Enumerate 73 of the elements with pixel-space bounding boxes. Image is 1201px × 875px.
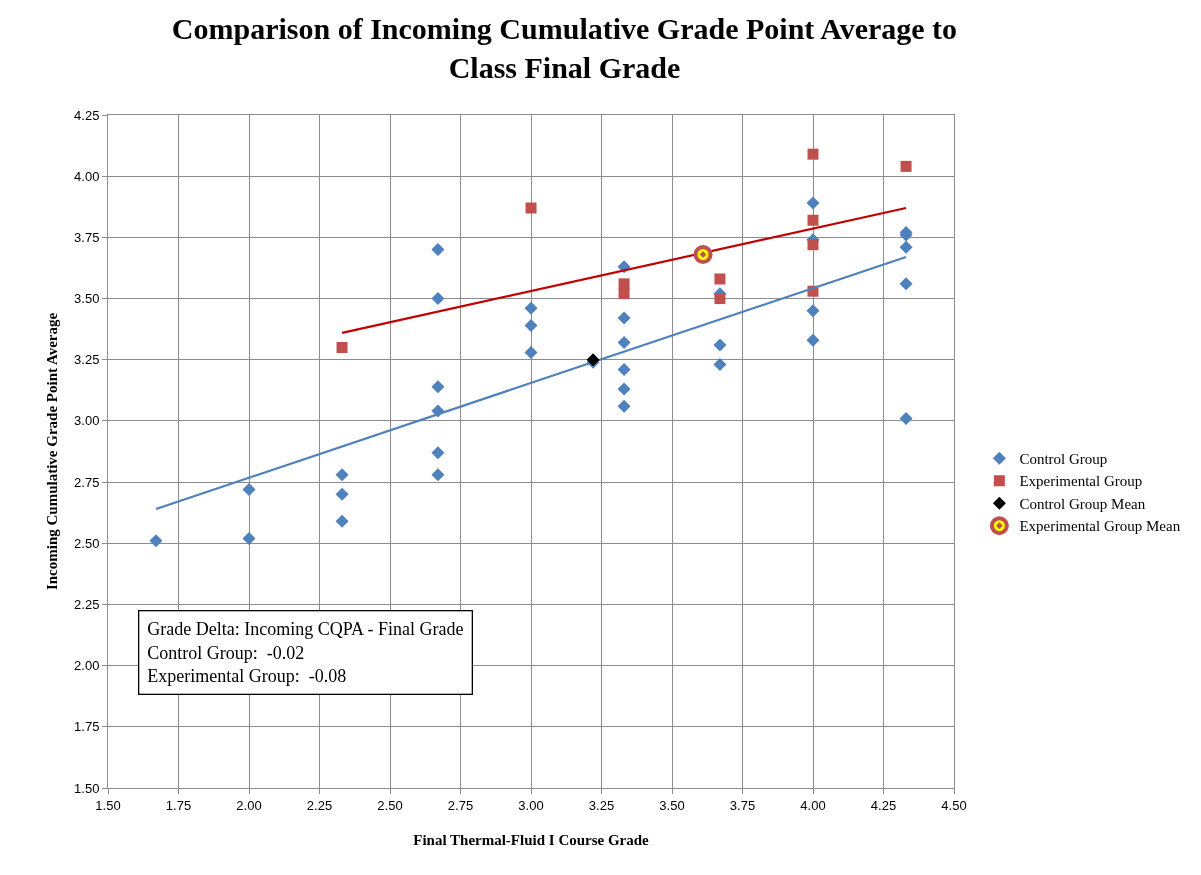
point [617, 311, 631, 325]
point [807, 214, 819, 226]
point [806, 304, 820, 318]
point [149, 534, 163, 548]
point [617, 399, 631, 413]
point [618, 278, 630, 290]
point [524, 318, 538, 332]
point [617, 336, 631, 350]
point [713, 358, 727, 372]
point [431, 446, 445, 460]
y-tick-label: 3.00 [74, 413, 100, 429]
point [806, 333, 820, 347]
x-tick-label: 1.50 [95, 797, 121, 813]
x-tick-label: 2.75 [447, 797, 474, 813]
y-tick-label: 2.50 [74, 535, 100, 551]
x-tick-label: 1.75 [165, 797, 192, 813]
point [713, 338, 727, 352]
x-tick-label: 3.25 [588, 797, 615, 813]
point [336, 341, 348, 353]
point [806, 196, 820, 210]
point [807, 148, 819, 160]
point [431, 380, 445, 394]
point [899, 277, 913, 291]
point [524, 301, 538, 315]
point [431, 292, 445, 306]
annotation: Grade Delta: Incoming CQPA - Final Grade [147, 619, 464, 640]
y-tick-label: 3.25 [74, 352, 100, 368]
x-tick-label: 2.25 [306, 797, 333, 813]
point [714, 293, 726, 305]
legend-label: Control Group [1019, 450, 1108, 467]
point [693, 244, 713, 264]
point [524, 345, 538, 359]
x-tick-label: 4.25 [870, 797, 897, 813]
x-tick-label: 3.75 [729, 797, 756, 813]
x-tick-label: 3.00 [518, 797, 544, 813]
point [900, 160, 912, 172]
y-axis-title: Incoming Cumulative Grade Point Average [44, 312, 61, 591]
x-tick-label: 3.50 [659, 797, 685, 813]
legend-label: Experimental Group [1019, 473, 1143, 490]
point [431, 243, 445, 257]
y-tick-label: 2.00 [74, 658, 100, 674]
y-tick-label: 2.75 [74, 474, 100, 490]
point [714, 273, 726, 285]
x-tick-label: 4.00 [800, 797, 826, 813]
x-tick-label: 2.00 [236, 797, 262, 813]
legend-label: Control Group Mean [1019, 495, 1146, 512]
chart-title: Comparison of Incoming Cumulative Grade Point Average to Class Final Grade [171, 12, 958, 85]
point [617, 382, 631, 396]
x-tick-label: 2.50 [377, 797, 403, 813]
point [335, 487, 349, 501]
point [618, 288, 630, 300]
annotation: Experimental Group: -0.08 [147, 666, 347, 687]
point [617, 363, 631, 377]
point [335, 468, 349, 482]
point [525, 202, 537, 214]
annotation: Control Group: -0.02 [147, 642, 305, 663]
x-axis-title: Final Thermal-Fluid I Course Grade [413, 831, 650, 848]
point [242, 482, 256, 496]
y-tick-label: 4.00 [74, 168, 100, 184]
y-tick-label: 1.75 [74, 719, 100, 735]
y-tick-label: 3.75 [74, 229, 100, 245]
point [335, 514, 349, 528]
point [899, 240, 913, 254]
y-tick-label: 1.50 [74, 780, 100, 796]
point [431, 468, 445, 482]
x-tick-label: 4.50 [941, 797, 967, 813]
point [807, 239, 819, 251]
y-tick-label: 3.50 [74, 291, 100, 307]
legend-label: Experimental Group Mean [1019, 518, 1181, 535]
y-tick-label: 2.25 [74, 597, 100, 612]
y-tick-label: 4.25 [74, 107, 100, 123]
point [242, 531, 256, 545]
point [899, 411, 913, 425]
